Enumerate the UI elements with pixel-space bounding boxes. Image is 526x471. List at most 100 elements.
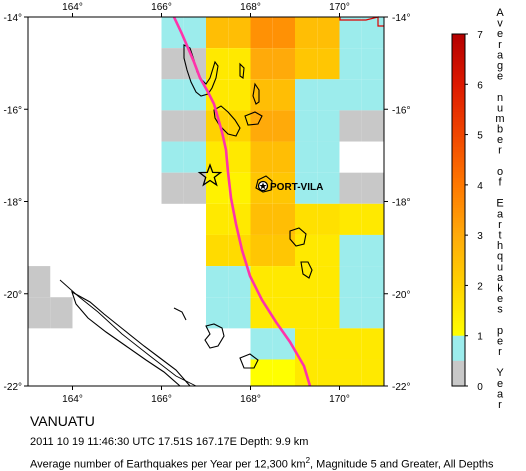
- colorbar-swatch: [452, 34, 465, 38]
- grid-cell: [206, 234, 229, 267]
- colorbar-swatch: [452, 333, 465, 337]
- grid-cell: [339, 203, 362, 235]
- colorbar-tick-label: 0: [477, 382, 483, 393]
- seismicity-grid: [28, 17, 384, 386]
- colorbar-swatch: [452, 270, 465, 274]
- coastline-new-caledonia-reef: [59, 279, 197, 387]
- grid-cell: [361, 234, 384, 267]
- colorbar-swatch: [452, 66, 465, 70]
- colorbar-swatch: [452, 328, 465, 332]
- grid-cell: [272, 79, 295, 111]
- colorbar-swatch: [452, 325, 465, 329]
- colorbar-swatch: [452, 313, 465, 317]
- colorbar-swatch: [452, 192, 465, 196]
- colorbar-swatch: [452, 59, 465, 63]
- grid-cell: [183, 141, 206, 173]
- colorbar-swatch: [452, 252, 465, 256]
- colorbar-swatch: [452, 81, 465, 85]
- colorbar-swatch: [452, 257, 465, 261]
- grid-cell: [206, 172, 229, 204]
- colorbar-swatch: [452, 106, 465, 111]
- grid-cell: [339, 328, 362, 360]
- colorbar-swatch: [452, 96, 465, 100]
- colorbar-swatch: [452, 71, 465, 75]
- colorbar-swatch: [452, 207, 465, 211]
- grid-cell: [272, 17, 295, 49]
- grid-cell: [317, 79, 340, 111]
- colorbar-swatch: [452, 235, 465, 239]
- colorbar-swatch: [452, 363, 465, 367]
- colorbar-swatch: [452, 197, 465, 201]
- colorbar-swatch: [452, 285, 465, 289]
- grid-cell: [295, 17, 318, 49]
- lon-tick-label-top: 164°: [62, 2, 83, 13]
- colorbar-swatch: [452, 56, 465, 60]
- grid-cell: [228, 17, 251, 49]
- colorbar-swatch: [452, 64, 465, 68]
- coastline-malekula: [213, 105, 241, 137]
- coastline-lifou: [204, 323, 225, 349]
- colorbar-swatch: [452, 54, 465, 58]
- grid-cell: [295, 297, 318, 329]
- grid-cell: [250, 110, 273, 142]
- colorbar-title-letter: r: [498, 346, 502, 358]
- colorbar-swatch: [452, 204, 465, 209]
- colorbar-swatch: [452, 144, 465, 148]
- colorbar-swatch: [452, 232, 465, 236]
- grid-cell: [339, 48, 362, 80]
- grid-cell: [317, 17, 340, 49]
- colorbar-swatch: [452, 272, 465, 276]
- grid-cell: [206, 203, 229, 235]
- colorbar-swatch: [452, 116, 465, 121]
- colorbar-swatch: [452, 119, 465, 123]
- grid-cell: [317, 328, 340, 360]
- colorbar-swatch: [452, 44, 465, 48]
- grid-cell: [361, 48, 384, 80]
- grid-cell: [206, 297, 229, 329]
- colorbar-title-letter: r: [498, 399, 502, 411]
- colorbar-swatch: [452, 360, 465, 364]
- grid-cell: [295, 234, 318, 267]
- grid-cell: [317, 48, 340, 80]
- colorbar-frame: [451, 33, 466, 387]
- grid-cell: [272, 266, 295, 298]
- colorbar-swatch: [452, 320, 465, 324]
- grid-cell: [361, 266, 384, 298]
- colorbar-swatch: [452, 260, 465, 264]
- colorbar-swatch: [452, 375, 465, 380]
- colorbar-title-letter: o: [497, 166, 503, 178]
- colorbar-swatch: [452, 104, 465, 108]
- grid-cell: [228, 79, 251, 111]
- description-superscript: 2: [305, 456, 311, 465]
- colorbar-swatch: [452, 262, 465, 266]
- colorbar-tick-label: 3: [477, 231, 483, 242]
- colorbar-swatch: [452, 323, 465, 327]
- map-panel: PORT-VILA: [27, 16, 385, 387]
- colorbar-swatch: [452, 335, 465, 339]
- colorbar-swatch: [452, 39, 465, 43]
- grid-cell: [161, 141, 184, 173]
- colorbar-swatch: [452, 199, 465, 204]
- colorbar-swatch: [452, 255, 465, 259]
- colorbar-title-letter: e: [497, 293, 503, 305]
- colorbar-title-letter: t: [498, 229, 501, 241]
- colorbar-swatch: [452, 41, 465, 45]
- grid-cell: [28, 297, 51, 329]
- colorbar-title-letter: e: [497, 335, 503, 347]
- colorbar-swatch: [452, 172, 465, 176]
- grid-cell: [295, 328, 318, 360]
- colorbar: 01234567AveragenumberofEarthquakesperYea…: [451, 7, 505, 411]
- lon-tick-label-top: 166°: [151, 2, 172, 13]
- grid-cell: [183, 172, 206, 204]
- colorbar-swatch: [452, 129, 465, 133]
- colorbar-swatch: [452, 282, 465, 287]
- colorbar-title-letter: r: [498, 145, 502, 157]
- colorbar-title-letter: e: [497, 378, 503, 390]
- colorbar-swatch: [452, 355, 465, 359]
- coastline-ambrym: [244, 111, 263, 126]
- region-title: VANUATU: [30, 413, 95, 429]
- colorbar-swatch: [452, 378, 465, 382]
- colorbar-tick-label: 2: [477, 281, 483, 292]
- colorbar-swatch: [452, 46, 465, 50]
- grid-cell: [161, 79, 184, 111]
